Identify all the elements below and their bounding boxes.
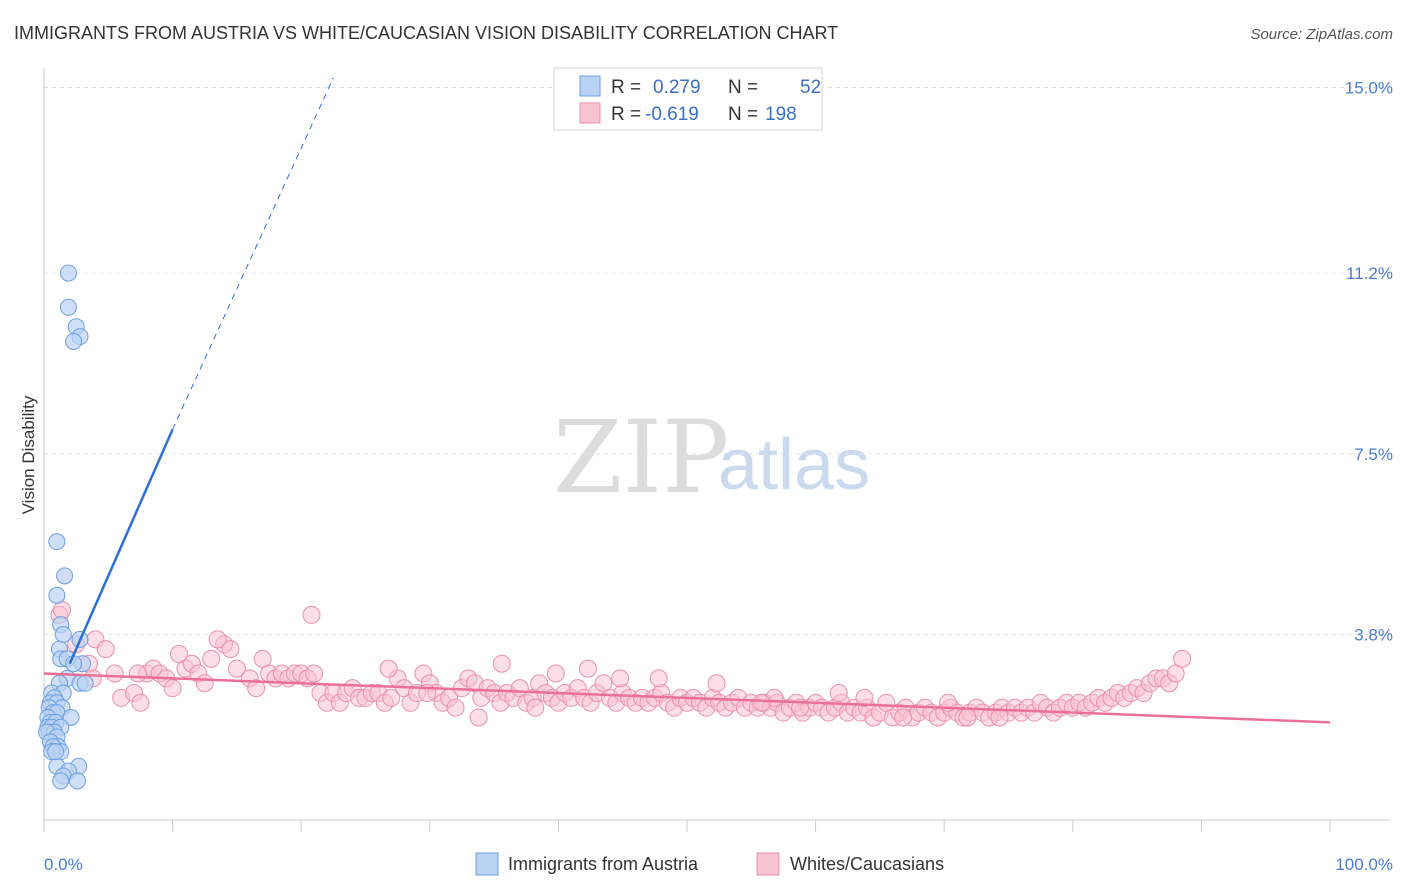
data-point-whites xyxy=(446,698,465,717)
data-point-austria xyxy=(62,708,80,726)
data-point-whites xyxy=(227,659,246,678)
trend-line-austria-extension xyxy=(172,77,334,430)
series-whites-caucasians xyxy=(50,601,1192,727)
stats-legend-r-value-blue: 0.279 xyxy=(653,77,701,98)
data-point-whites xyxy=(208,630,227,649)
stats-legend-n-value-blue: 52 xyxy=(800,77,821,98)
y-tick-label: 11.2% xyxy=(1346,264,1393,283)
y-tick-label: 7.5% xyxy=(1354,445,1393,464)
data-point-whites xyxy=(382,688,401,707)
data-point-whites xyxy=(546,664,565,683)
data-point-austria xyxy=(54,625,72,643)
y-axis-label: Vision Disability xyxy=(19,395,38,514)
stats-legend: R = 0.279 N = 52 R = -0.619 N = 198 xyxy=(553,67,823,131)
y-tick-label: 3.8% xyxy=(1354,625,1393,644)
data-point-whites xyxy=(105,664,124,683)
data-point-whites xyxy=(894,708,913,727)
y-tick-labels: 3.8% 7.5% 11.2% 15.0% xyxy=(1345,79,1393,645)
chart-title: IMMIGRANTS FROM AUSTRIA VS WHITE/CAUCASI… xyxy=(14,23,838,43)
data-point-whites xyxy=(578,659,597,678)
grid xyxy=(44,87,1390,635)
data-point-whites xyxy=(752,693,771,712)
data-point-whites xyxy=(163,679,182,698)
data-point-whites xyxy=(855,688,874,707)
data-point-whites xyxy=(305,664,324,683)
data-point-austria xyxy=(48,533,66,551)
data-point-austria xyxy=(47,743,65,761)
stats-legend-swatch-blue xyxy=(579,75,601,97)
data-point-whites xyxy=(958,708,977,727)
data-point-whites xyxy=(96,640,115,659)
bottom-legend: Immigrants from Austria Whites/Caucasian… xyxy=(475,852,944,876)
data-point-whites xyxy=(379,659,398,678)
bottom-legend-label-pink: Whites/Caucasians xyxy=(790,854,944,874)
data-point-whites xyxy=(170,644,189,663)
data-point-whites xyxy=(131,693,150,712)
data-point-whites xyxy=(202,649,221,668)
data-point-whites xyxy=(469,708,488,727)
y-tick-label: 15.0% xyxy=(1345,79,1393,98)
x-tick-label-max: 100.0% xyxy=(1335,855,1393,874)
data-point-whites xyxy=(53,601,72,620)
bottom-legend-swatch-pink xyxy=(756,852,780,876)
data-point-austria xyxy=(56,567,74,585)
data-point-austria xyxy=(48,586,66,604)
trend-lines xyxy=(43,77,1331,724)
data-point-whites xyxy=(611,669,630,688)
bottom-legend-swatch-blue xyxy=(475,852,499,876)
data-point-whites xyxy=(526,698,545,717)
data-point-whites xyxy=(829,684,848,703)
stats-legend-n-label-pink: N = xyxy=(728,104,758,125)
data-point-austria xyxy=(59,298,77,316)
watermark: ZIP atlas xyxy=(553,399,870,516)
data-point-whites xyxy=(990,708,1009,727)
data-point-whites xyxy=(492,654,511,673)
data-point-whites xyxy=(247,679,266,698)
stats-legend-r-label-blue: R = xyxy=(611,77,641,98)
data-point-whites xyxy=(195,674,214,693)
data-point-whites xyxy=(1173,649,1192,668)
data-point-austria xyxy=(65,332,83,350)
stats-legend-n-label-blue: N = xyxy=(728,77,758,98)
data-point-austria xyxy=(76,674,94,692)
data-point-austria xyxy=(65,655,83,673)
data-point-whites xyxy=(221,640,240,659)
trend-line-austria xyxy=(68,428,174,665)
data-point-austria xyxy=(59,264,77,282)
series-immigrants-from-austria xyxy=(38,264,94,790)
data-point-austria xyxy=(68,772,86,790)
watermark-zip: ZIP xyxy=(553,399,729,516)
x-tick-label-min: 0.0% xyxy=(44,855,83,874)
data-point-whites xyxy=(128,664,147,683)
stats-legend-swatch-pink xyxy=(579,102,601,124)
chart-source: Source: ZipAtlas.com xyxy=(1250,26,1393,43)
stats-legend-r-value-pink: -0.619 xyxy=(645,104,699,125)
trend-line-whites xyxy=(43,672,1331,724)
data-point-whites xyxy=(707,674,726,693)
stats-legend-r-label-pink: R = xyxy=(611,104,641,125)
watermark-atlas: atlas xyxy=(718,425,870,505)
data-point-whites xyxy=(302,605,321,624)
stats-legend-n-value-pink: 198 xyxy=(765,104,797,125)
bottom-legend-label-blue: Immigrants from Austria xyxy=(508,854,699,874)
data-point-austria xyxy=(52,772,70,790)
data-point-whites xyxy=(649,669,668,688)
